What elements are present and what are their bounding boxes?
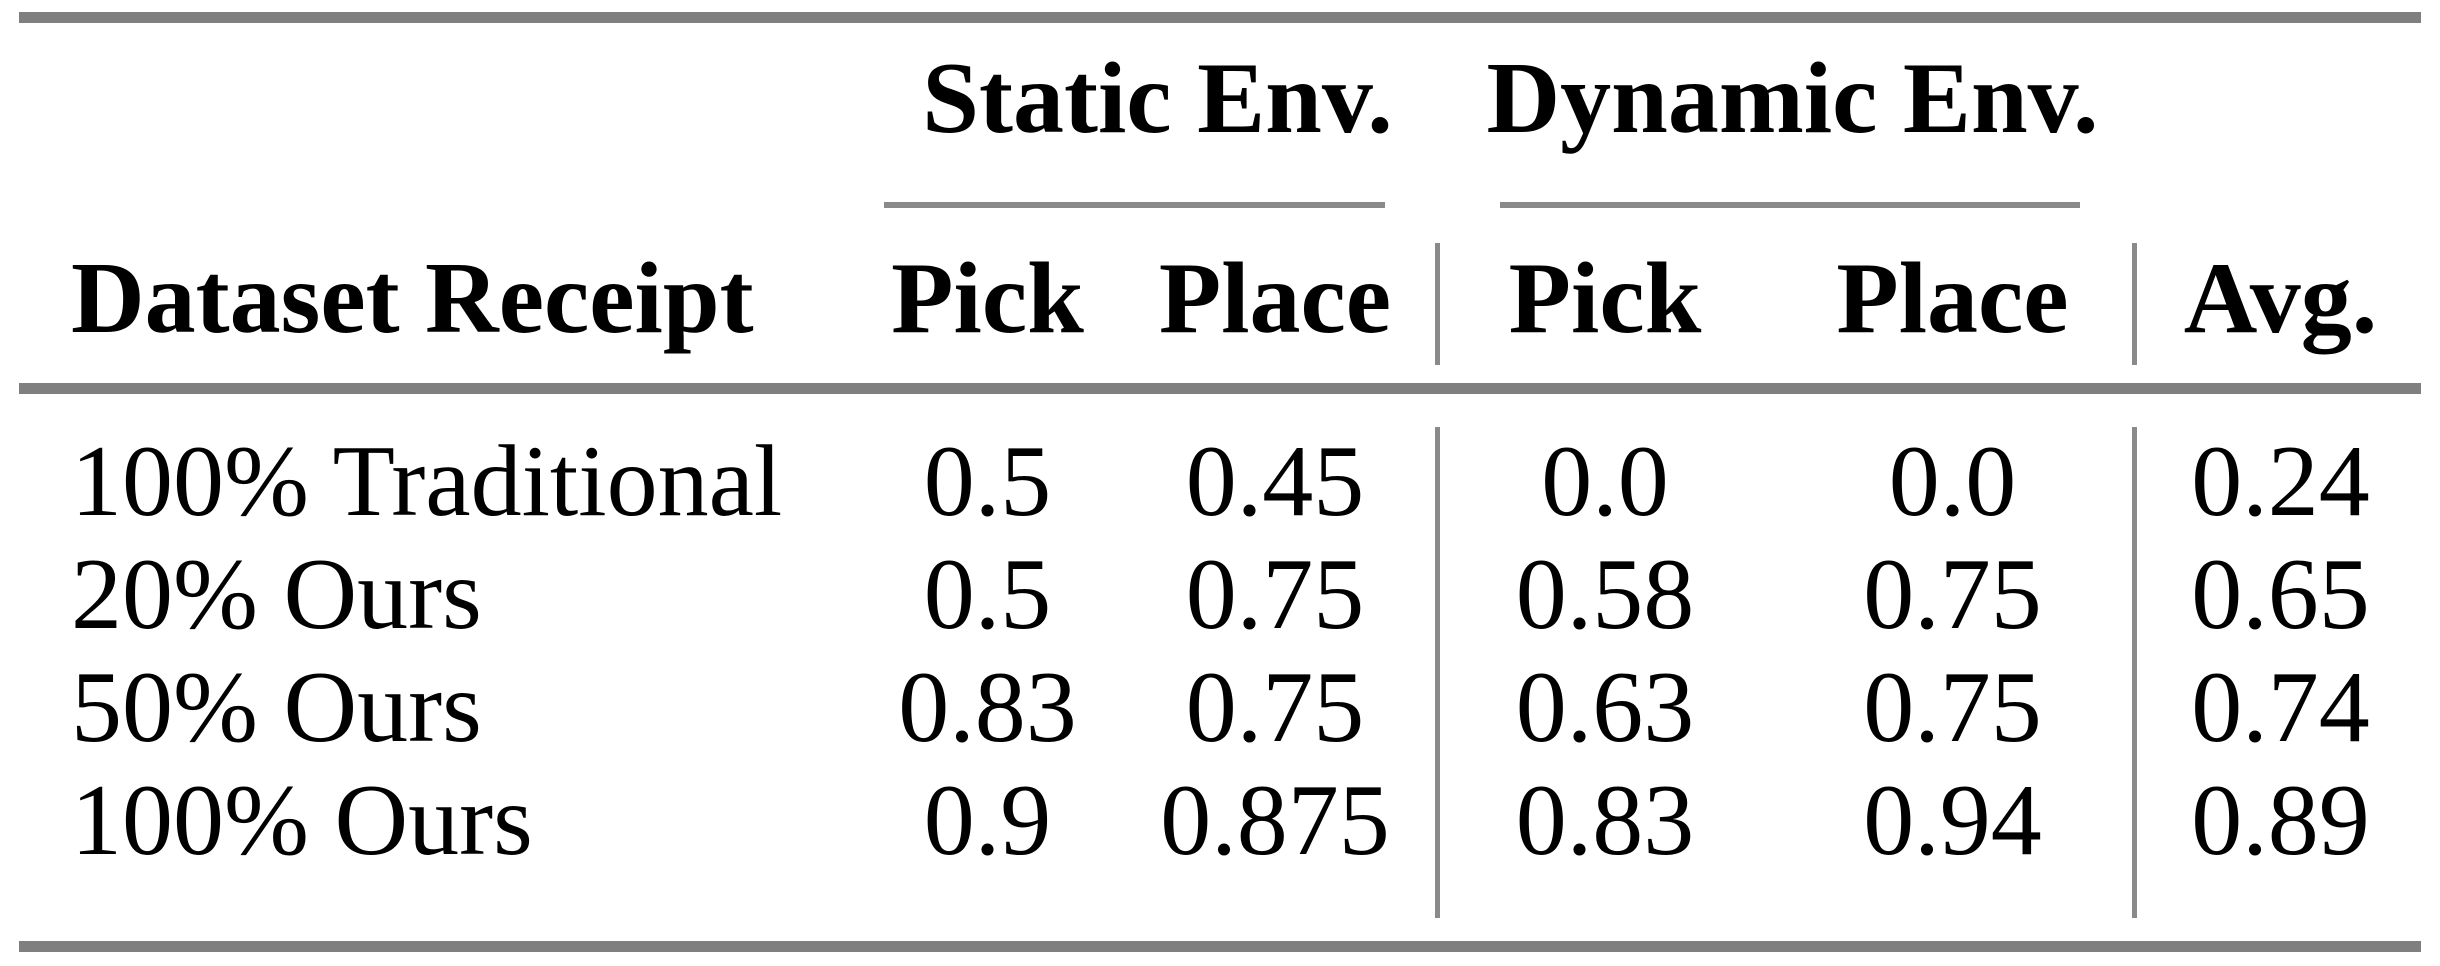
cell-static-place: 0.875 xyxy=(1160,764,1390,877)
cell-dynamic-place: 0.75 xyxy=(1863,538,2042,651)
cell-static-pick: 0.83 xyxy=(898,651,1077,764)
cell-dynamic-place: 0.75 xyxy=(1863,651,2042,764)
cell-avg: 0.65 xyxy=(2191,538,2370,651)
cell-static-pick: 0.5 xyxy=(923,425,1052,538)
column-separator-static-dynamic-body xyxy=(1435,427,1440,918)
cell-avg: 0.74 xyxy=(2191,651,2370,764)
results-table: Static Env. Dynamic Env. Dataset Receipt… xyxy=(19,12,2421,953)
cell-static-place: 0.75 xyxy=(1185,538,1365,651)
cell-static-place: 0.75 xyxy=(1185,651,1365,764)
group-row-spacer-left xyxy=(19,24,870,174)
header-row: Dataset Receipt Pick Place Pick Place Av… xyxy=(19,224,2421,374)
cell-static-pick: 0.9 xyxy=(923,764,1052,877)
table-row: 50% Ours 0.83 0.75 0.63 0.75 0.74 xyxy=(19,651,2421,764)
row-label: 20% Ours xyxy=(71,538,482,651)
column-group-static-env: Static Env. xyxy=(922,42,1393,155)
header-avg: Avg. xyxy=(2183,242,2378,355)
header-static-pick: Pick xyxy=(891,242,1084,355)
cell-avg: 0.24 xyxy=(2191,425,2370,538)
cell-dynamic-pick: 0.83 xyxy=(1515,764,1695,877)
table-row: 100% Ours 0.9 0.875 0.83 0.94 0.89 xyxy=(19,764,2421,877)
cell-dynamic-pick: 0.0 xyxy=(1541,425,1669,538)
column-separator-static-dynamic-header xyxy=(1435,243,1440,365)
header-body-separator-rule xyxy=(19,383,2421,394)
row-label: 100% Ours xyxy=(71,764,533,877)
table-row: 100% Traditional 0.5 0.45 0.0 0.0 0.24 xyxy=(19,425,2421,538)
group-row-spacer-right xyxy=(2140,24,2421,174)
cell-static-pick: 0.5 xyxy=(923,538,1052,651)
cell-dynamic-place: 0.0 xyxy=(1888,425,2017,538)
cell-dynamic-pick: 0.58 xyxy=(1515,538,1695,651)
cell-avg: 0.89 xyxy=(2191,764,2370,877)
header-static-place: Place xyxy=(1158,242,1392,355)
table-bottom-rule xyxy=(19,941,2421,952)
header-dynamic-pick: Pick xyxy=(1508,242,1702,355)
table-top-rule xyxy=(19,12,2421,23)
row-label: 50% Ours xyxy=(71,651,482,764)
row-label: 100% Traditional xyxy=(71,425,783,538)
static-env-underline-rule xyxy=(884,202,1385,208)
cell-static-place: 0.45 xyxy=(1185,425,1365,538)
column-group-row: Static Env. Dynamic Env. xyxy=(19,24,2421,174)
column-separator-avg-body xyxy=(2132,427,2137,918)
dynamic-env-underline-rule xyxy=(1500,202,2080,208)
column-group-dynamic-env: Dynamic Env. xyxy=(1486,42,2099,155)
header-dynamic-place: Place xyxy=(1836,242,2069,355)
header-dataset-receipt: Dataset Receipt xyxy=(71,242,754,355)
column-separator-avg-header xyxy=(2132,243,2137,365)
cell-dynamic-place: 0.94 xyxy=(1863,764,2042,877)
cell-dynamic-pick: 0.63 xyxy=(1515,651,1695,764)
table-row: 20% Ours 0.5 0.75 0.58 0.75 0.65 xyxy=(19,538,2421,651)
